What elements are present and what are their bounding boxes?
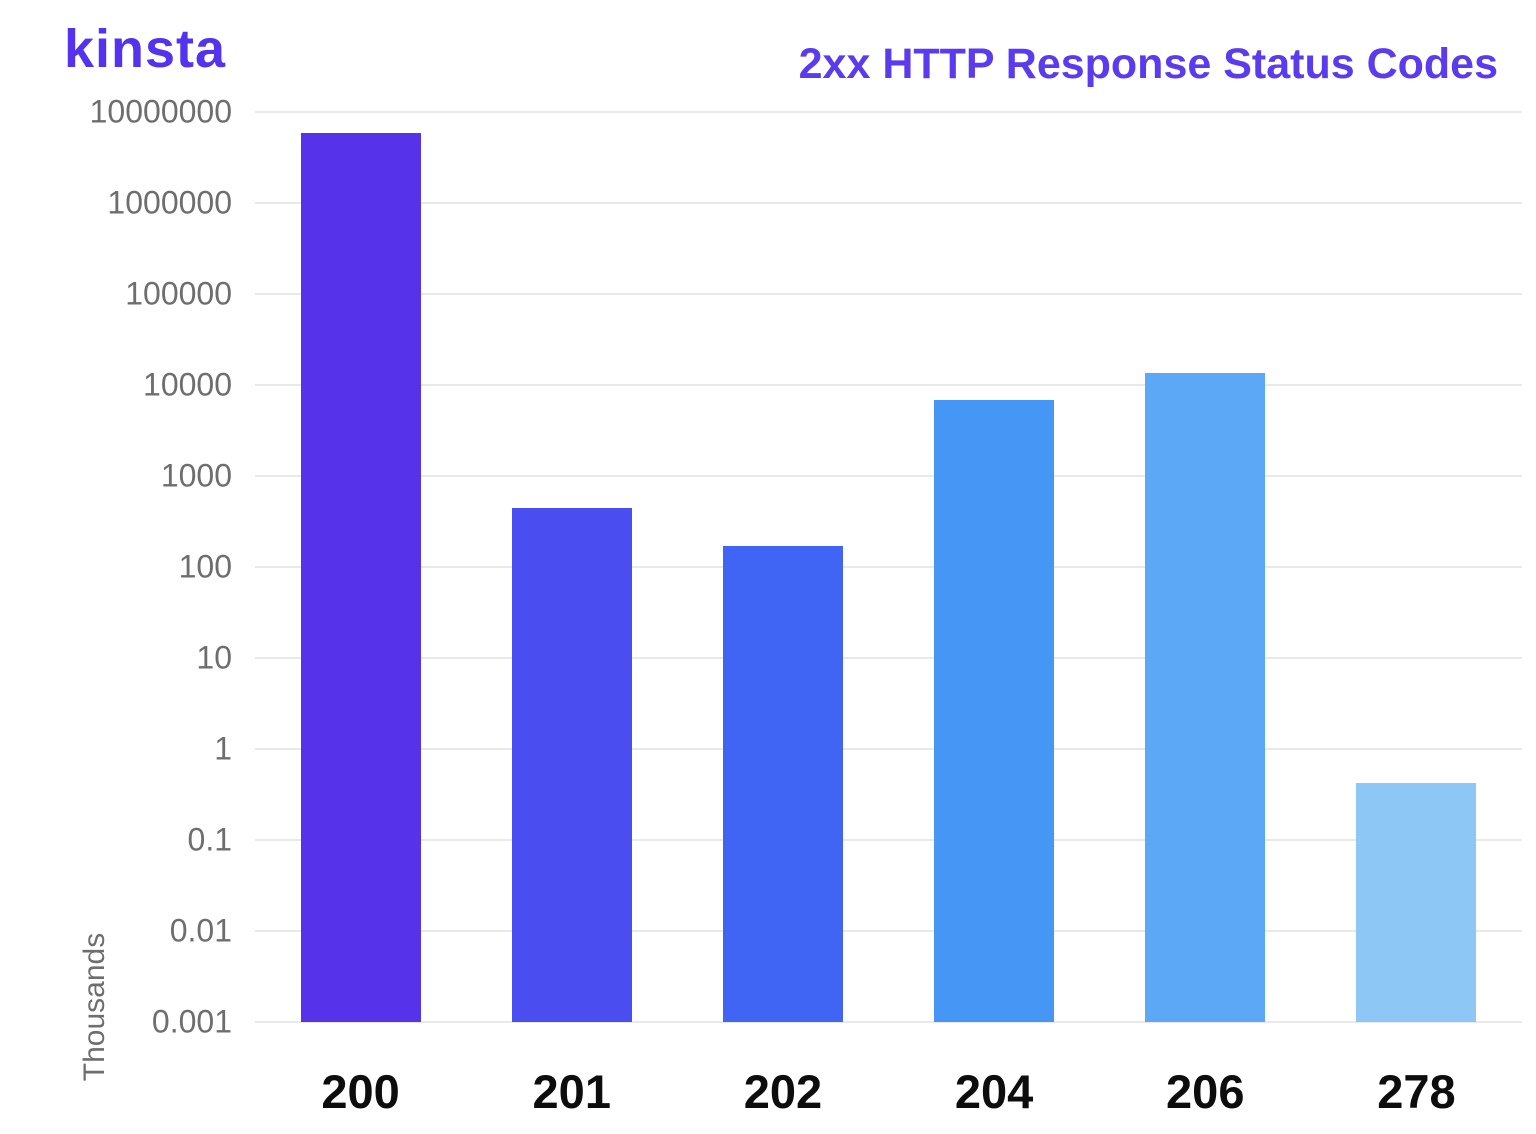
gridline — [255, 839, 1522, 841]
plot-area — [255, 111, 1522, 1023]
y-tick-label: 10000000 — [89, 93, 232, 130]
y-tick-label: 100000 — [125, 275, 232, 312]
x-tick-label: 201 — [532, 1065, 611, 1118]
bar-200 — [300, 132, 421, 1022]
bar-206 — [1145, 373, 1266, 1022]
bar-201 — [511, 507, 632, 1022]
gridline — [255, 657, 1522, 659]
gridline — [255, 1021, 1522, 1023]
x-tick-label: 200 — [321, 1065, 400, 1118]
y-axis-title: Thousands — [78, 932, 111, 1082]
y-tick-label: 0.001 — [151, 1003, 232, 1040]
x-tick-label: 206 — [1166, 1065, 1245, 1118]
y-tick-label: 0.1 — [187, 821, 232, 858]
bar-202 — [722, 546, 843, 1022]
kinsta-logo: kinsta — [64, 19, 227, 79]
y-tick-label: 1000000 — [107, 184, 232, 221]
bar-278 — [1356, 783, 1477, 1022]
gridline — [255, 475, 1522, 477]
x-tick-label: 204 — [954, 1065, 1034, 1118]
gridline — [255, 202, 1522, 204]
bar-204 — [934, 400, 1055, 1022]
y-tick-label: 10000 — [143, 366, 232, 403]
gridline — [255, 566, 1522, 568]
gridline — [255, 930, 1522, 932]
y-tick-label: 0.01 — [169, 912, 232, 949]
x-tick-label: 278 — [1377, 1065, 1456, 1118]
x-tick-label: 202 — [743, 1065, 823, 1118]
gridline — [255, 293, 1522, 295]
y-tick-label: 1000 — [160, 457, 232, 494]
gridline — [255, 111, 1522, 113]
y-tick-label: 1 — [214, 730, 232, 767]
x-axis: 200 201 202 204 206 278 — [255, 1062, 1522, 1126]
y-tick-label: 10 — [196, 639, 232, 676]
chart-title: 2xx HTTP Response Status Codes — [798, 40, 1498, 88]
y-axis: 10000000 1000000 100000 10000 1000 100 10 1 0.1 0… — [0, 94, 232, 1040]
y-tick-label: 100 — [178, 548, 232, 585]
gridline — [255, 384, 1522, 386]
gridline — [255, 748, 1522, 750]
